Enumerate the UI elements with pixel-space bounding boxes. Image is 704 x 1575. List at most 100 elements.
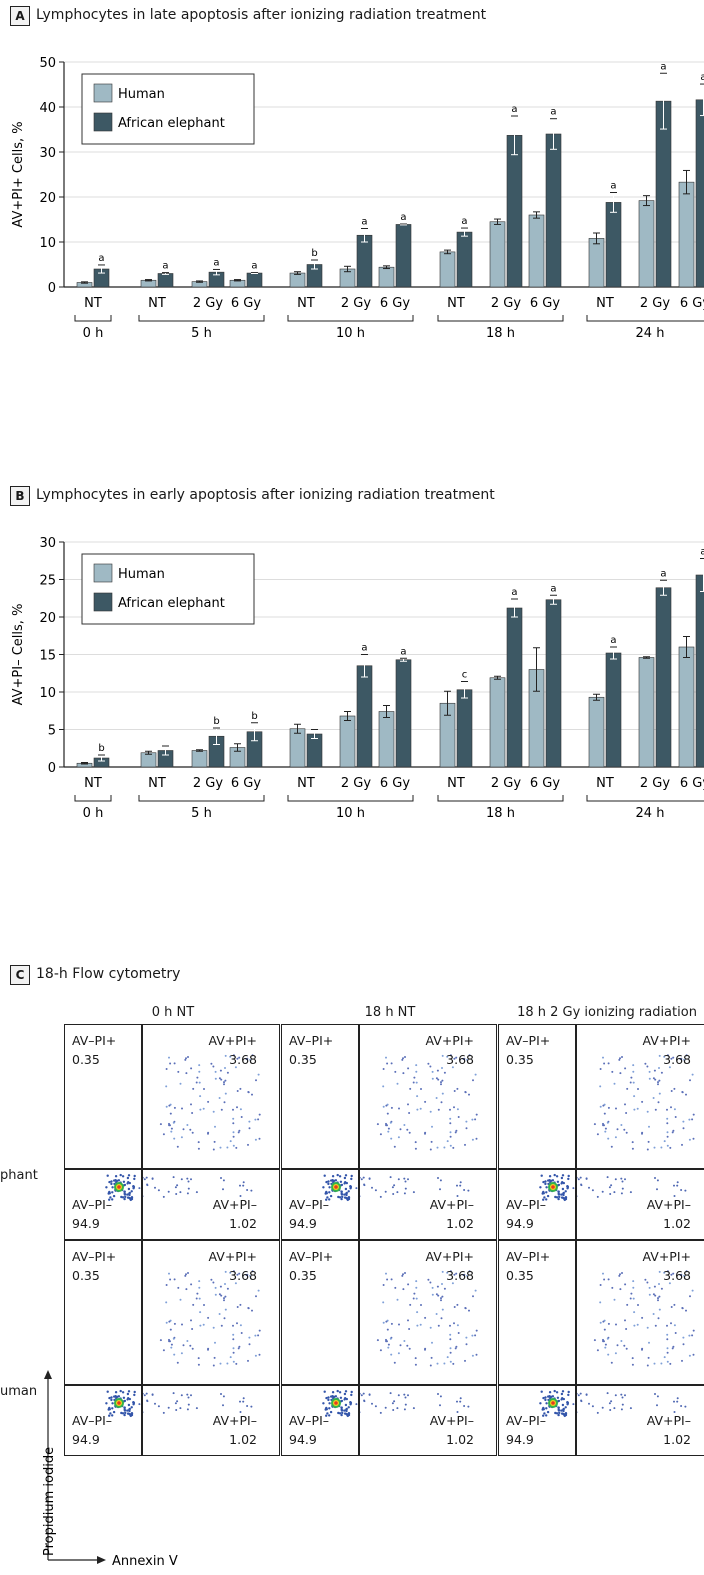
event-dot — [453, 1306, 456, 1308]
flow-plot-elephant-0h-nt: AV–PI+ 0.35 AV+PI+ 3.68 AV–PI– 94.9 AV+PI– 1… — [498, 1024, 704, 1240]
event-dot — [604, 1130, 607, 1133]
event-dot — [427, 1278, 430, 1281]
event-dot — [553, 1173, 556, 1177]
event-dot — [212, 1326, 215, 1329]
event-dot — [466, 1058, 469, 1061]
x-tick-label: 6 Gy — [231, 296, 261, 311]
event-dot — [446, 1055, 449, 1058]
event-dot — [648, 1125, 650, 1128]
elephant-bar — [395, 224, 412, 288]
event-dot — [681, 1143, 683, 1146]
event-dot — [197, 1141, 200, 1144]
event-dot — [198, 1286, 201, 1289]
quadrant-value: 0.35 — [72, 1052, 100, 1067]
event-dot — [599, 1284, 602, 1286]
event-dot — [557, 1406, 560, 1409]
event-dot — [613, 1191, 616, 1194]
event-dot — [653, 1362, 656, 1365]
event-dot — [238, 1056, 241, 1059]
event-dot — [464, 1359, 466, 1362]
event-dot — [220, 1177, 222, 1179]
event-dot — [343, 1409, 346, 1412]
event-dot — [471, 1334, 474, 1337]
event-dot — [189, 1128, 192, 1131]
event-dot — [157, 1189, 160, 1192]
event-dot — [374, 1405, 377, 1408]
event-dot — [663, 1055, 666, 1058]
event-dot — [397, 1136, 400, 1139]
event-dot — [219, 1285, 222, 1288]
event-dot — [585, 1393, 588, 1396]
event-dot — [186, 1340, 189, 1342]
event-dot — [618, 1058, 621, 1061]
event-dot — [626, 1087, 629, 1090]
event-dot — [340, 1408, 343, 1411]
event-dot — [213, 1356, 216, 1359]
event-dot — [239, 1195, 242, 1197]
event-dot — [246, 1273, 249, 1276]
event-dot — [185, 1288, 188, 1291]
quadrant-horizontal-line — [282, 1384, 496, 1386]
quadrant-bottom-right: AV+PI– 1.02 — [212, 1197, 257, 1231]
event-dot — [459, 1400, 462, 1403]
x-tick-label: 2 Gy — [193, 296, 223, 311]
event-dot — [232, 1351, 235, 1354]
event-dot — [203, 1304, 205, 1306]
event-dot — [119, 1173, 122, 1177]
event-dot — [168, 1104, 171, 1107]
event-dot — [195, 1081, 198, 1084]
event-dot — [254, 1138, 257, 1141]
event-dot — [238, 1345, 241, 1348]
early-apoptosis-chart: 0 5 10 15 20 25 30 AV+PI– Cells, % NT NT 2 Gy 6 Gy N… — [11, 536, 704, 821]
quadrant-horizontal-line — [65, 1384, 279, 1386]
event-dot — [654, 1324, 657, 1327]
y-tick-label: 10 — [39, 686, 56, 701]
event-dot — [182, 1344, 185, 1347]
event-dot — [676, 1400, 679, 1403]
event-dot — [579, 1392, 582, 1395]
event-dot — [347, 1196, 351, 1199]
event-dot — [553, 1389, 556, 1393]
event-dot — [403, 1408, 406, 1411]
event-dot — [390, 1062, 393, 1065]
event-dot — [197, 1147, 200, 1150]
event-dot — [220, 1108, 223, 1111]
event-dot — [580, 1399, 583, 1402]
event-dot — [545, 1402, 548, 1405]
event-dot — [468, 1093, 470, 1096]
event-dot — [111, 1414, 114, 1417]
event-dot — [322, 1186, 325, 1189]
event-dot — [172, 1176, 175, 1179]
event-dot — [159, 1339, 162, 1342]
y-tick-label: 40 — [39, 101, 56, 116]
event-dot — [218, 1077, 221, 1080]
event-dot — [656, 1404, 658, 1407]
event-dot — [394, 1286, 397, 1289]
event-dot — [223, 1083, 225, 1086]
event-dot — [691, 1334, 694, 1337]
group-label: 24 h — [636, 326, 665, 341]
event-dot — [110, 1180, 113, 1183]
event-dot — [133, 1393, 136, 1397]
event-dot — [465, 1127, 468, 1130]
event-dot — [143, 1178, 146, 1181]
event-dot — [414, 1147, 417, 1150]
event-dot — [676, 1397, 679, 1400]
event-dot — [337, 1411, 340, 1415]
event-dot — [240, 1332, 243, 1334]
event-dot — [198, 1280, 201, 1283]
event-dot — [334, 1179, 338, 1182]
event-dot — [415, 1297, 418, 1300]
event-dot — [436, 1146, 439, 1149]
event-dot — [385, 1320, 388, 1323]
event-dot — [324, 1407, 328, 1411]
event-dot — [127, 1403, 131, 1407]
event-dot — [186, 1393, 189, 1396]
event-dot — [162, 1349, 165, 1352]
event-dot — [682, 1343, 685, 1346]
event-dot — [129, 1198, 132, 1202]
event-dot — [239, 1184, 241, 1187]
event-dot — [632, 1064, 635, 1067]
event-dot — [567, 1174, 570, 1178]
event-dot — [389, 1392, 392, 1395]
